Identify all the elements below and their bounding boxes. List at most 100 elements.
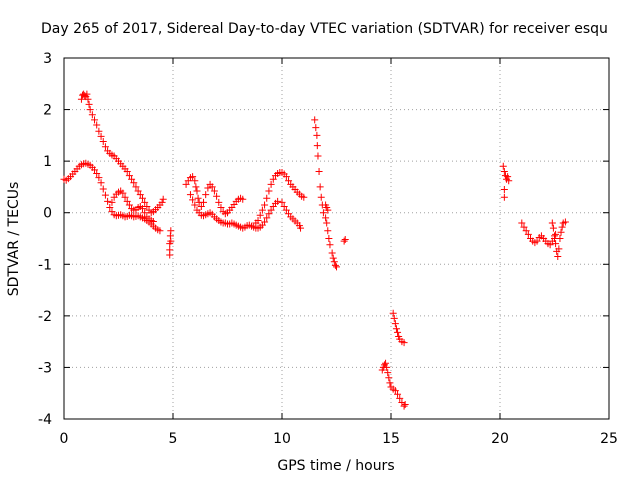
data-point <box>282 206 290 214</box>
data-point <box>386 379 394 387</box>
data-point <box>341 236 349 244</box>
data-point <box>324 206 332 214</box>
data-point <box>557 228 565 236</box>
data-point <box>401 401 409 409</box>
data-point <box>138 194 146 202</box>
data-point <box>400 402 408 410</box>
data-point <box>313 131 321 139</box>
data-point <box>263 194 271 202</box>
data-point <box>132 183 140 191</box>
data-point <box>267 206 275 214</box>
data-point <box>330 258 338 266</box>
data-point <box>254 216 262 224</box>
data-point <box>130 179 138 187</box>
data-point <box>93 170 101 178</box>
series-arc-9 <box>311 116 340 271</box>
data-point <box>394 328 402 336</box>
data-point <box>533 237 541 245</box>
data-point <box>200 198 208 206</box>
data-point <box>551 232 558 240</box>
data-point <box>391 320 399 328</box>
data-point <box>143 203 151 211</box>
series-arc-11 <box>340 236 349 245</box>
data-point <box>333 263 340 271</box>
data-point <box>323 219 331 227</box>
data-point <box>274 197 282 205</box>
data-point <box>95 174 103 182</box>
data-point <box>125 172 133 180</box>
data-point <box>136 191 144 199</box>
data-point <box>314 152 322 160</box>
data-point <box>329 254 337 262</box>
data-point <box>189 196 197 204</box>
data-point <box>213 192 221 200</box>
data-point <box>297 224 305 232</box>
y-axis-label: SDTVAR / TECUs <box>6 182 22 297</box>
data-point <box>189 173 197 181</box>
y-tick-label: -1 <box>38 257 52 273</box>
data-point <box>186 191 194 199</box>
data-point <box>99 185 107 193</box>
data-point <box>278 198 286 206</box>
data-point <box>322 214 330 222</box>
data-point <box>95 127 103 135</box>
series-arc-2 <box>77 90 167 217</box>
data-point <box>382 359 390 367</box>
data-point <box>265 210 273 218</box>
data-point <box>300 193 308 201</box>
data-point <box>552 240 560 248</box>
x-tick-label: 20 <box>491 431 509 447</box>
data-point <box>123 167 131 175</box>
data-point <box>520 223 528 231</box>
y-tick-label: -4 <box>38 412 52 428</box>
data-point <box>125 201 133 209</box>
data-point <box>149 217 157 225</box>
data-point <box>84 95 92 103</box>
data-point <box>91 166 99 174</box>
data-point <box>312 124 320 132</box>
data-point <box>192 183 200 191</box>
x-tick-label: 10 <box>273 431 291 447</box>
data-point <box>99 138 107 146</box>
data-point <box>331 261 339 269</box>
data-point <box>500 167 508 175</box>
series-arc-16 <box>548 218 569 261</box>
data-point <box>267 180 275 188</box>
axis-ticks: 0 5 10 15 20 25 -4 -3 -2 -1 0 1 2 3 <box>38 51 618 447</box>
data-point <box>121 193 129 201</box>
data-point <box>555 245 563 253</box>
data-point <box>261 218 269 226</box>
data-point <box>340 237 348 245</box>
data-point <box>389 309 397 317</box>
data-point <box>119 189 127 197</box>
series-arc-5 <box>182 173 247 218</box>
data-point <box>194 194 202 202</box>
data-point <box>328 249 336 257</box>
data-point <box>104 197 112 205</box>
data-point <box>91 116 99 124</box>
data-point <box>106 204 114 212</box>
y-tick-label: -2 <box>38 309 52 325</box>
data-point <box>204 184 212 192</box>
data-point <box>158 198 166 206</box>
data-point <box>558 223 566 231</box>
data-point <box>500 193 508 201</box>
data-point <box>383 363 391 371</box>
data-points <box>60 90 569 410</box>
data-point <box>285 177 293 185</box>
data-point <box>128 175 136 183</box>
data-point <box>504 173 512 181</box>
data-point <box>392 325 400 333</box>
data-point <box>182 180 190 188</box>
data-point <box>556 235 564 242</box>
y-tick-label: 1 <box>43 154 52 170</box>
data-point <box>191 201 199 209</box>
data-point <box>548 219 556 227</box>
data-point <box>546 241 554 249</box>
data-point <box>193 187 201 195</box>
data-point <box>390 314 398 322</box>
data-point <box>561 218 569 226</box>
data-point <box>500 186 508 194</box>
series-arc-10 <box>322 201 332 214</box>
